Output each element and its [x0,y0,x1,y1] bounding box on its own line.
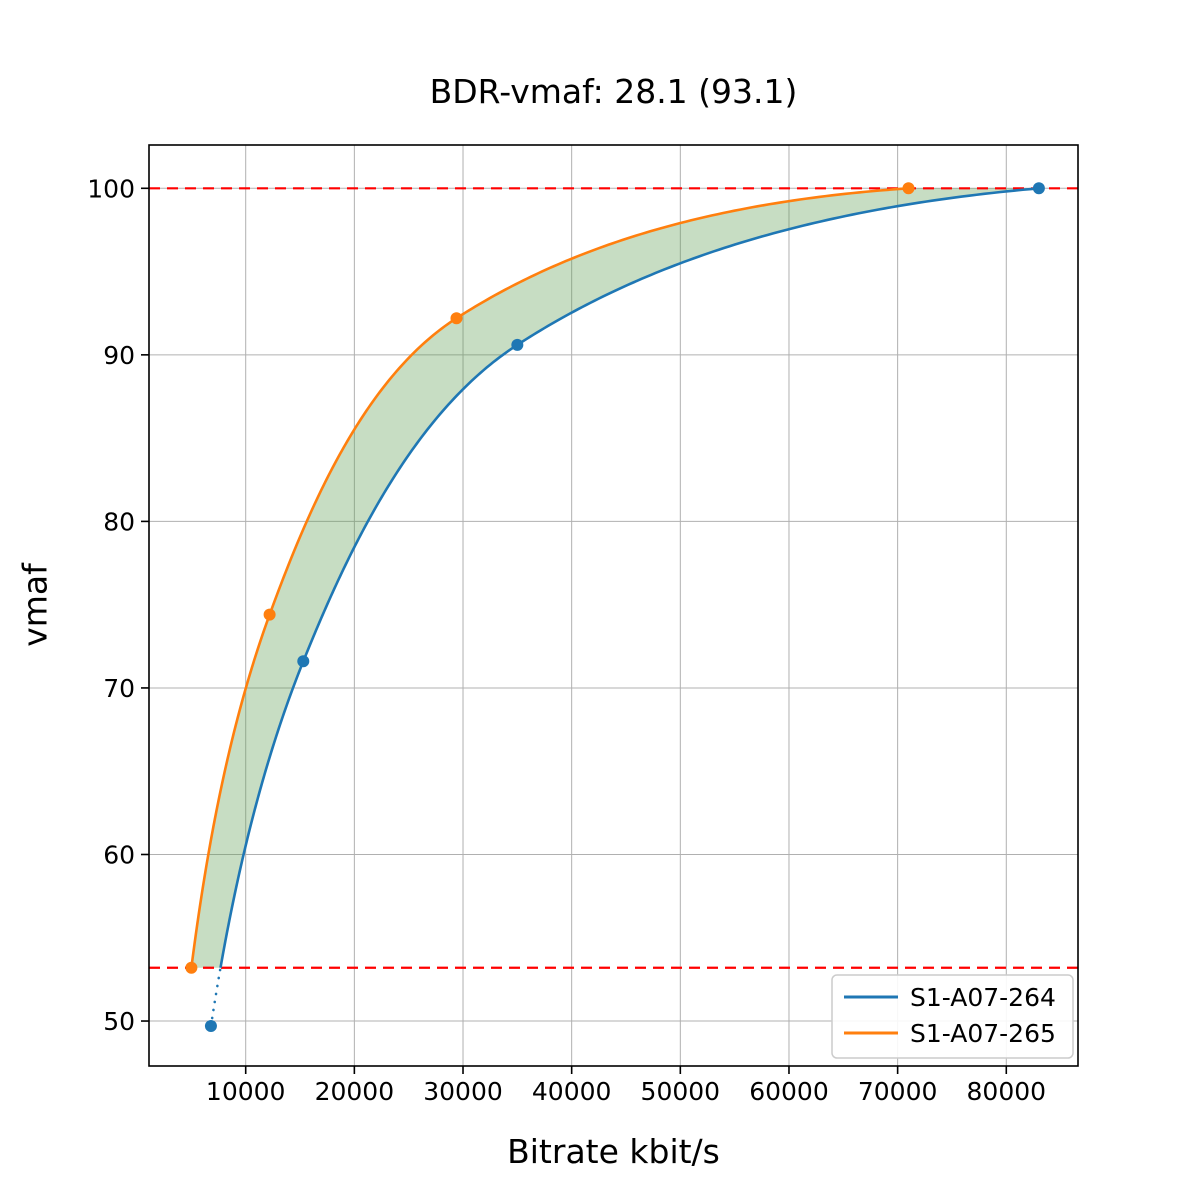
x-tick-label: 20000 [315,1077,395,1106]
data-point-marker [185,961,198,974]
x-axis-ticks: 10000 20000 30000 40000 50000 60000 70000 80000 [206,1066,1046,1106]
series-s1-a07-264-markers [204,182,1045,1033]
y-tick-label: 100 [87,174,135,203]
reference-lines [149,187,1078,969]
plot-border [148,144,1079,1067]
legend-entry: S1-A07-265 [844,1019,1056,1048]
data-point-marker [297,655,310,668]
x-tick-label: 10000 [206,1077,286,1106]
x-tick-label: 60000 [749,1077,829,1106]
x-tick-label: 70000 [858,1077,938,1106]
data-point-marker [511,338,524,351]
series-s1-a07-264-line [219,187,1039,968]
x-tick-label: 40000 [532,1077,612,1106]
y-tick-label: 70 [103,674,135,703]
data-point-marker [450,312,463,325]
data-point-marker [902,182,915,195]
x-tick-label: 50000 [641,1077,721,1106]
legend: S1-A07-264 S1-A07-265 [831,974,1074,1059]
legend-entry: S1-A07-264 [844,983,1056,1012]
x-axis-label: Bitrate kbit/s [507,1132,720,1171]
data-point-marker [204,1020,217,1033]
x-tick-label: 80000 [967,1077,1047,1106]
legend-label: S1-A07-265 [910,1019,1056,1048]
y-tick-label: 80 [103,507,135,536]
legend-label: S1-A07-264 [910,983,1056,1012]
shaded-region [191,188,1039,968]
y-tick-label: 90 [103,341,135,370]
chart-title: BDR-vmaf: 28.1 (93.1) [429,72,798,111]
x-tick-label: 30000 [423,1077,503,1106]
y-axis-label: vmaf [15,563,55,647]
data-point-marker [263,608,276,621]
series-s1-a07-264-dotted [209,966,222,1028]
y-tick-label: 60 [103,840,135,869]
series-s1-a07-265-markers [185,182,915,974]
data-point-marker [1032,182,1045,195]
series-s1-a07-265-line [190,187,909,968]
y-axis-ticks: 50 60 70 80 90 100 [87,174,149,1036]
y-tick-label: 50 [103,1007,135,1036]
